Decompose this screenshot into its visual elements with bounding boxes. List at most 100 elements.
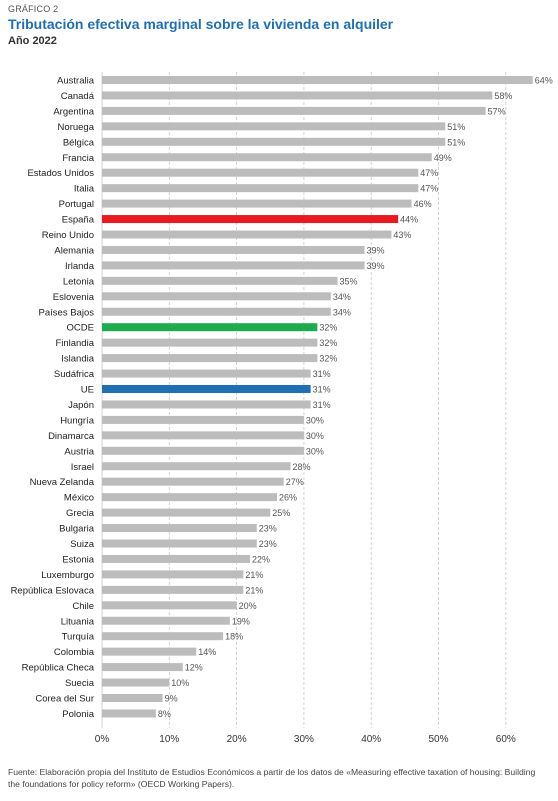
- category-label: Bulgaria: [59, 524, 95, 535]
- value-label: 32%: [319, 338, 337, 348]
- category-label: Dinamarca: [48, 431, 95, 442]
- value-label: 57%: [488, 106, 506, 116]
- category-label: Turquía: [62, 632, 95, 643]
- bar: [102, 106, 486, 115]
- x-tick-label: 0%: [95, 734, 110, 745]
- bar: [102, 168, 419, 177]
- bar: [102, 323, 318, 332]
- category-label: República Eslovaca: [11, 585, 95, 596]
- bar: [102, 601, 237, 610]
- bar: [102, 292, 331, 301]
- category-label: Canadá: [61, 91, 95, 102]
- category-label: UE: [81, 385, 94, 396]
- category-label: Hungría: [60, 415, 95, 426]
- value-label: 31%: [313, 369, 331, 379]
- bar-chart: 0% 10% 20% 30% 40% 50% 60% Australia 64% Canadá 58…: [11, 72, 553, 745]
- value-label: 21%: [245, 585, 263, 595]
- value-label: 46%: [414, 199, 432, 209]
- category-label: Australia: [57, 76, 95, 87]
- value-label: 28%: [292, 462, 310, 472]
- value-label: 47%: [420, 184, 438, 194]
- bar: [102, 385, 311, 393]
- value-label: 30%: [306, 431, 324, 441]
- bar: [102, 663, 183, 672]
- bar: [102, 369, 311, 378]
- chart-subtitle: Año 2022: [8, 35, 57, 47]
- value-label: 39%: [366, 245, 384, 255]
- value-label: 25%: [272, 508, 290, 518]
- category-label: Chile: [72, 601, 94, 612]
- bar: [102, 230, 392, 239]
- value-label: 34%: [333, 292, 351, 302]
- value-label: 35%: [340, 276, 358, 286]
- category-label: Francia: [62, 153, 94, 164]
- bar: [102, 137, 446, 146]
- chart-title: Tributación efectiva marginal sobre la v…: [8, 16, 394, 32]
- category-label: Suecia: [65, 678, 95, 689]
- bar: [102, 415, 304, 424]
- value-label: 47%: [420, 168, 438, 178]
- bar: [102, 153, 432, 162]
- value-label: 27%: [286, 477, 304, 487]
- category-label: República Checa: [22, 663, 95, 674]
- bar: [102, 338, 318, 347]
- value-label: 32%: [319, 323, 337, 333]
- value-label: 64%: [535, 76, 553, 86]
- category-label: Reino Unido: [42, 230, 94, 241]
- bar: [102, 647, 197, 656]
- value-label: 34%: [333, 307, 351, 317]
- category-label: Sudáfrica: [54, 369, 95, 380]
- value-label: 10%: [171, 678, 189, 688]
- value-label: 19%: [232, 616, 250, 626]
- bar: [102, 76, 533, 84]
- category-label: Grecia: [66, 508, 95, 519]
- source-note: Fuente: Elaboración propia del Instituto…: [8, 767, 536, 789]
- category-label: México: [64, 493, 94, 504]
- bar: [102, 570, 244, 579]
- category-label: Lituania: [61, 616, 95, 627]
- category-label: España: [62, 215, 95, 226]
- x-tick-label: 20%: [227, 734, 247, 745]
- category-label: Austria: [64, 446, 94, 457]
- value-label: 51%: [447, 122, 465, 132]
- chart-header: GRÁFICO 2 Tributación efectiva marginal …: [8, 4, 550, 47]
- bar: [102, 554, 251, 563]
- bar: [102, 493, 277, 502]
- value-label: 51%: [447, 137, 465, 147]
- chart-kicker: GRÁFICO 2: [8, 4, 59, 14]
- value-label: 22%: [252, 554, 270, 564]
- bar: [102, 524, 257, 533]
- category-label: Suiza: [70, 539, 94, 550]
- bar: [102, 446, 304, 455]
- value-label: 30%: [306, 415, 324, 425]
- value-label: 26%: [279, 493, 297, 503]
- value-label: 31%: [313, 400, 331, 410]
- category-label: Luxemburgo: [41, 570, 94, 581]
- bar: [102, 91, 493, 100]
- category-label: Estonia: [62, 554, 94, 565]
- value-label: 12%: [185, 663, 203, 673]
- x-tick-label: 30%: [294, 734, 314, 745]
- category-label: Argentina: [53, 106, 94, 117]
- category-label: Irlanda: [65, 261, 95, 272]
- category-label: Finlandia: [55, 338, 94, 349]
- category-label: OCDE: [67, 323, 94, 334]
- value-label: 23%: [259, 524, 277, 534]
- bar: [102, 215, 399, 224]
- bar: [102, 585, 244, 594]
- x-tick-label: 40%: [361, 734, 381, 745]
- category-label: Islandia: [61, 354, 94, 365]
- bar: [102, 261, 365, 270]
- bar: [102, 632, 224, 641]
- value-label: 43%: [393, 230, 411, 240]
- value-label: 30%: [306, 446, 324, 456]
- bar: [102, 354, 318, 363]
- category-label: Japón: [68, 400, 94, 411]
- category-label: Estados Unidos: [27, 168, 94, 179]
- category-label: Letonia: [63, 276, 95, 287]
- bar: [102, 477, 284, 486]
- bar: [102, 539, 257, 548]
- value-label: 31%: [313, 385, 331, 395]
- value-label: 58%: [494, 91, 512, 101]
- category-label: Israel: [71, 462, 94, 473]
